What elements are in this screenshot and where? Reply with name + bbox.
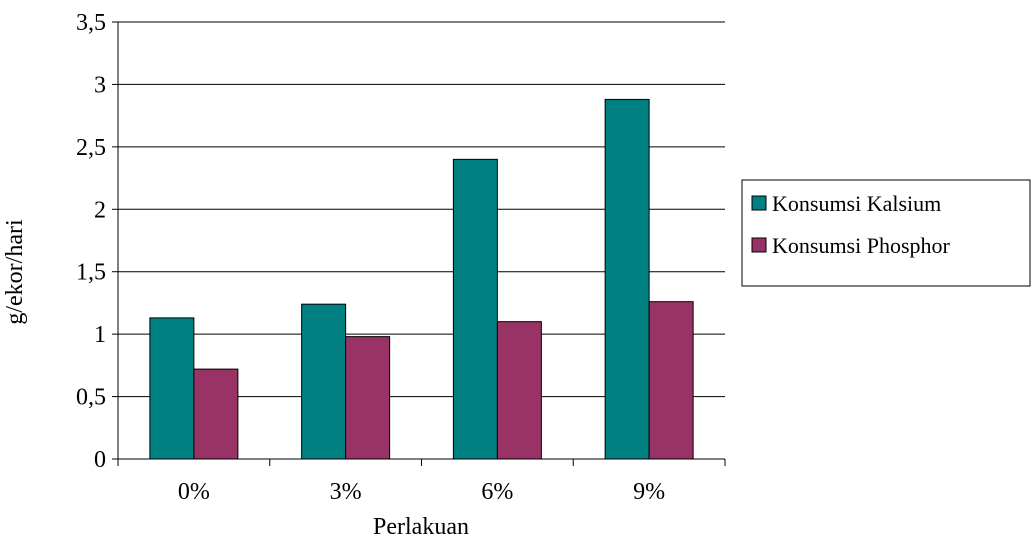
x-tick-label: 3% — [330, 479, 362, 505]
y-tick-label: 0,5 — [76, 385, 106, 411]
bar-phosphor — [496, 321, 542, 460]
x-tick-labels: 0% 3% 6% 9% — [178, 479, 665, 505]
y-tick-label: 3 — [94, 72, 106, 98]
y-tick-label: 1 — [94, 322, 106, 348]
legend-label-phosphor: Konsumsi Phosphor — [772, 233, 951, 258]
x-tick-label: 9% — [633, 479, 665, 505]
y-tick-label: 2 — [94, 197, 106, 223]
legend-swatch-phosphor — [751, 237, 767, 253]
bar-phosphor — [345, 336, 391, 460]
x-tick-label: 0% — [178, 479, 210, 505]
y-tick-label: 3,5 — [76, 10, 106, 36]
bar-kalsium — [301, 303, 347, 460]
bar-kalsium — [604, 98, 650, 460]
x-axis-title: Perlakuan — [373, 514, 469, 540]
y-tick-label: 2,5 — [76, 135, 106, 161]
bar-phosphor — [648, 301, 694, 460]
legend-frame — [741, 179, 1031, 287]
legend-label-kalsium: Konsumsi Kalsium — [772, 191, 941, 216]
legend: Konsumsi Kalsium Konsumsi Phosphor — [741, 179, 1031, 287]
bars — [149, 98, 694, 460]
y-tick-labels: 0 0,5 1 1,5 2 2,5 3 3,5 — [76, 10, 106, 473]
gridlines — [118, 21, 725, 398]
x-tick-label: 6% — [481, 479, 513, 505]
bar-kalsium — [452, 158, 498, 460]
bar-phosphor — [193, 368, 239, 460]
legend-swatch-kalsium — [751, 195, 767, 211]
y-axis-title: g/ekor/hari — [2, 219, 28, 325]
y-tick-label: 1,5 — [76, 260, 106, 286]
axes — [112, 21, 726, 466]
bar-kalsium — [149, 317, 195, 460]
y-tick-label: 0 — [94, 447, 106, 473]
